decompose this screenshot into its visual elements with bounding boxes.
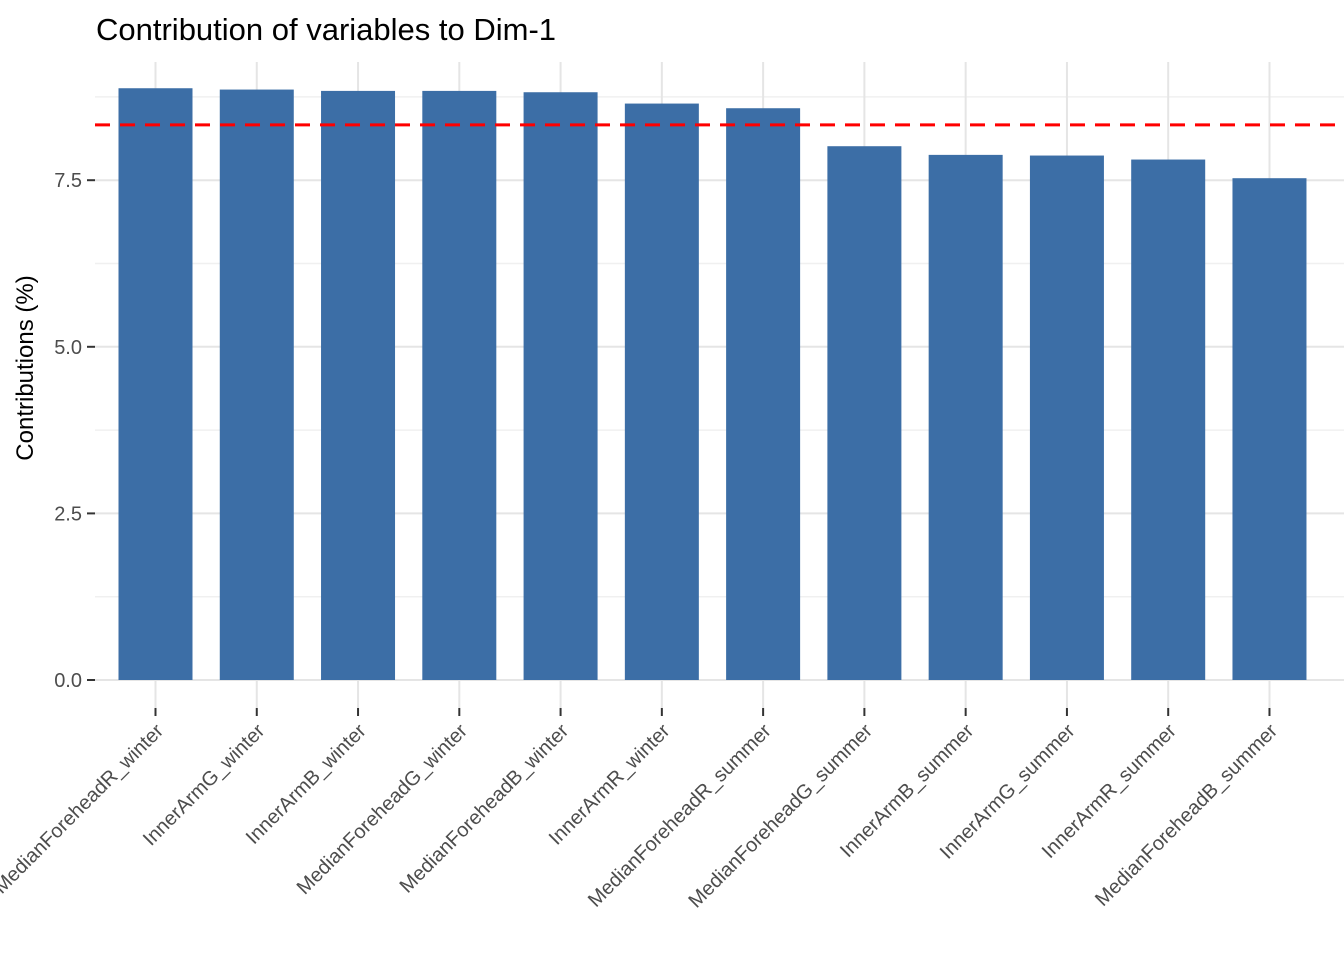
x-tick-label: MedianForeheadG_summer <box>685 720 878 913</box>
bar <box>624 103 699 680</box>
x-tick-label: MedianForeheadR_winter <box>0 720 168 899</box>
bar <box>827 146 902 680</box>
bar <box>219 89 294 681</box>
x-tick-label: MedianForeheadR_summer <box>584 720 776 912</box>
y-tick-label: 2.5 <box>54 503 82 525</box>
bar <box>928 154 1003 680</box>
bar <box>726 108 801 680</box>
x-tick-label: MedianForeheadB_summer <box>1091 720 1282 911</box>
y-tick-label: 0.0 <box>54 670 82 692</box>
bar <box>523 92 598 680</box>
bar <box>118 88 193 680</box>
bar <box>422 90 497 680</box>
x-tick-label: MedianForeheadB_winter <box>396 720 574 898</box>
bar <box>1232 178 1307 680</box>
bar <box>1029 155 1104 680</box>
y-tick-label: 5.0 <box>54 337 82 359</box>
bar <box>1131 159 1206 680</box>
x-tick-label: MedianForeheadG_winter <box>293 720 472 899</box>
y-tick-label: 7.5 <box>54 170 82 192</box>
chart-title: Contribution of variables to Dim-1 <box>96 12 557 47</box>
bar <box>321 90 396 680</box>
